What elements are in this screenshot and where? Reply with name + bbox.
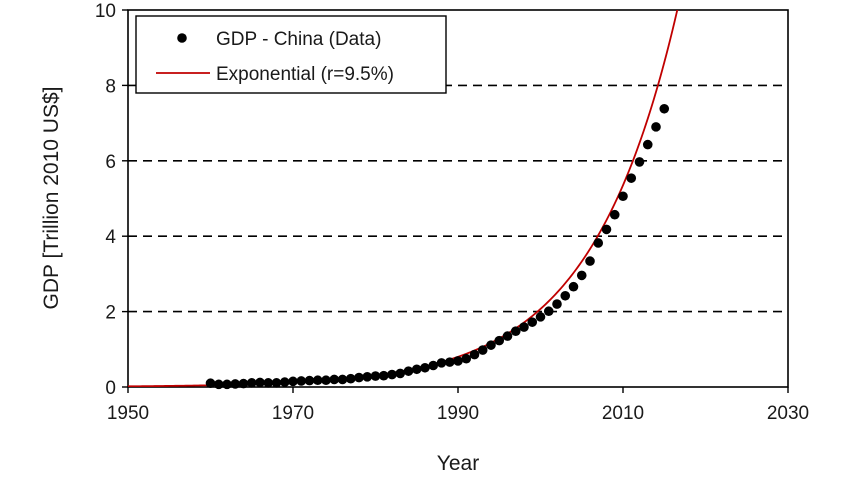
data-point-1991	[461, 353, 472, 364]
x-tick-labels: 1950 1970 1990 2010 2030	[107, 403, 809, 424]
data-point-1992	[469, 349, 480, 360]
data-point-1985	[411, 364, 422, 375]
y-tick-labels: 0 2 4 6 8 10	[95, 1, 117, 399]
gridlines	[128, 84, 788, 313]
legend-box	[135, 15, 447, 94]
data-point-2008	[601, 224, 612, 235]
data-point-2005	[576, 270, 587, 281]
x-tick-label-2010: 2010	[602, 403, 644, 424]
data-point-2000	[535, 312, 546, 322]
data-point-1964	[238, 378, 249, 389]
legend: GDP - China (Data) Exponential (r=9.5%)	[135, 15, 447, 94]
data-point-1967	[263, 378, 274, 388]
axis-ticks	[122, 9, 789, 393]
data-point-2001	[543, 306, 554, 317]
y-tick-label-6: 6	[105, 152, 116, 173]
data-point-1984	[403, 366, 414, 376]
y-tick-label-2: 2	[105, 303, 116, 324]
data-point-2003	[560, 290, 571, 301]
data-point-1969	[279, 377, 290, 387]
x-axis-title: Year	[437, 452, 479, 475]
y-tick-label-10: 10	[95, 1, 116, 22]
x-tick-label-1950: 1950	[107, 403, 149, 424]
data-point-1977	[345, 373, 356, 384]
data-point-1987	[428, 360, 439, 371]
data-point-1993	[477, 345, 488, 355]
data-point-1989	[444, 357, 455, 367]
data-point-1982	[387, 369, 397, 380]
data-point-1962	[222, 379, 232, 390]
data-point-1972	[304, 375, 315, 386]
data-point-1965	[246, 378, 257, 388]
data-point-2010	[618, 191, 628, 202]
data-point-1974	[321, 375, 331, 386]
data-point-2015	[659, 103, 670, 114]
data-point-1996	[502, 331, 513, 341]
data-point-1978	[354, 372, 364, 383]
data-point-1999	[527, 317, 538, 327]
x-tick-label-2030: 2030	[767, 403, 809, 424]
data-point-1994	[486, 340, 496, 350]
data-point-1963	[230, 379, 241, 389]
data-point-2006	[585, 256, 595, 266]
data-point-2012	[634, 157, 645, 167]
data-point-1976	[337, 374, 348, 385]
data-point-2011	[626, 173, 637, 183]
data-point-1990	[453, 356, 463, 366]
data-point-1997	[510, 326, 521, 337]
y-tick-label-4: 4	[105, 227, 116, 248]
data-point-1971	[296, 376, 307, 386]
legend-marker-data	[177, 33, 187, 43]
data-point-2002	[552, 299, 562, 309]
plot-series	[128, 10, 679, 390]
data-point-1995	[494, 335, 505, 346]
data-point-1966	[255, 377, 265, 388]
data-point-1981	[378, 370, 389, 381]
data-point-1970	[288, 376, 298, 387]
x-tick-label-1990: 1990	[437, 403, 479, 424]
data-point-1988	[436, 358, 447, 368]
data-point-1968	[271, 378, 282, 388]
data-points	[205, 103, 670, 390]
data-point-1998	[519, 322, 529, 332]
legend-label-fit: Exponential (r=9.5%)	[216, 64, 394, 85]
data-point-1979	[362, 372, 373, 382]
data-point-1986	[420, 362, 430, 373]
data-point-1980	[370, 371, 381, 381]
data-point-2004	[568, 281, 579, 292]
x-tick-label-1970: 1970	[272, 403, 314, 424]
data-point-1973	[312, 375, 323, 386]
data-point-2014	[651, 122, 661, 132]
data-point-2007	[593, 238, 604, 248]
data-point-1983	[395, 368, 406, 379]
data-point-2013	[642, 139, 653, 150]
y-tick-label-0: 0	[105, 378, 116, 399]
data-point-1960	[205, 378, 216, 389]
y-tick-label-8: 8	[105, 76, 116, 97]
data-point-2009	[609, 209, 620, 220]
y-axis-title: GDP [Trillion 2010 US$]	[40, 87, 63, 310]
data-point-1961	[213, 379, 224, 390]
data-point-1975	[329, 374, 340, 385]
legend-label-data: GDP - China (Data)	[216, 29, 381, 50]
